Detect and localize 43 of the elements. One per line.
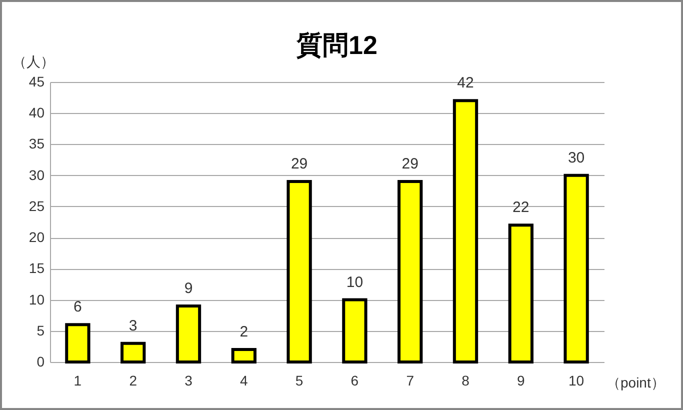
bar: [398, 180, 423, 364]
x-tick-label: 2: [129, 372, 138, 388]
x-tick-label: 8: [462, 372, 470, 388]
x-tick-label: 1: [74, 372, 82, 388]
y-tick-label: 30: [28, 166, 45, 183]
bar: [231, 348, 256, 364]
x-tick-label: 7: [406, 372, 414, 388]
y-tick-label: 5: [36, 322, 45, 338]
y-tick-label: 45: [28, 74, 45, 90]
data-label: 30: [568, 149, 585, 166]
data-label: 9: [184, 280, 193, 297]
x-tick-label: 10: [568, 372, 584, 388]
bar: [564, 174, 589, 364]
bar: [65, 323, 90, 364]
y-tick-label: 15: [28, 260, 45, 276]
y-tick-label: 0: [36, 354, 45, 370]
y-axis-title: （人）: [12, 54, 54, 70]
bar: [286, 180, 312, 364]
y-tick-label: 25: [28, 198, 45, 214]
data-label: 22: [512, 199, 530, 216]
data-label: 29: [402, 156, 418, 173]
x-axis-title: （point）: [606, 374, 665, 390]
bar: [452, 99, 478, 364]
bar: [120, 342, 146, 364]
y-tick-label: 40: [28, 104, 45, 121]
chart-title: 質問12: [296, 30, 378, 60]
x-tick-label: 4: [240, 372, 248, 388]
x-tick-label: 9: [517, 372, 525, 388]
data-label: 29: [290, 156, 308, 173]
y-tick-label: 20: [28, 229, 45, 246]
y-tick-label: 10: [28, 291, 45, 308]
bar: [176, 304, 202, 364]
x-tick-label: 3: [184, 372, 193, 388]
data-label: 2: [240, 324, 248, 341]
bar: [508, 224, 534, 364]
data-label: 10: [346, 274, 364, 291]
y-tick-label: 35: [28, 136, 45, 152]
bar: [342, 298, 368, 364]
x-tick-label: 5: [295, 372, 304, 388]
data-label: 6: [74, 298, 82, 316]
data-label: 3: [128, 317, 138, 334]
data-label: 42: [457, 74, 474, 92]
x-tick-label: 6: [350, 372, 359, 388]
